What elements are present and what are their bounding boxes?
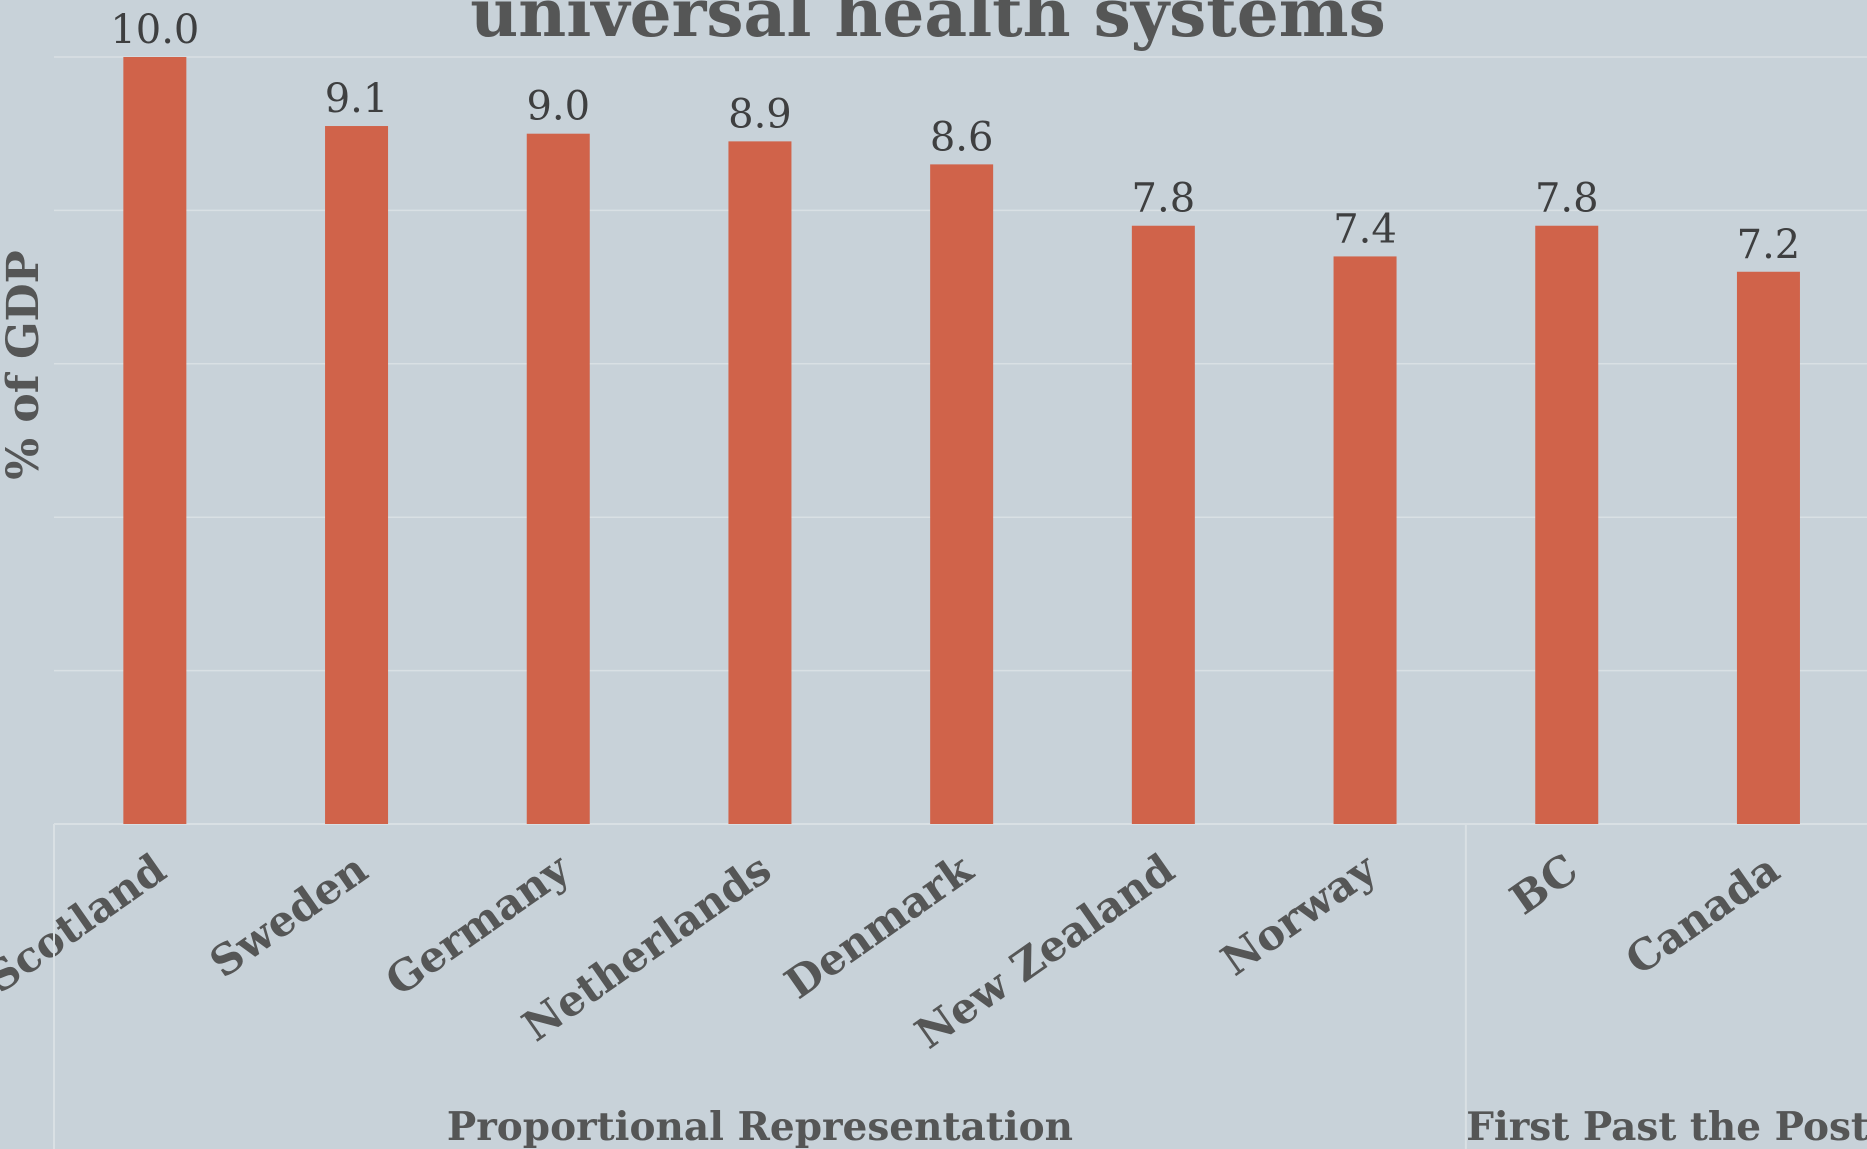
category-label: Denmark — [776, 844, 982, 1009]
bar-denmark — [930, 164, 994, 824]
data-label: 8.9 — [728, 91, 792, 137]
bar-germany — [526, 133, 590, 824]
data-label: 7.8 — [1132, 176, 1196, 222]
data-label: 9.1 — [325, 76, 389, 122]
category-label: Sweden — [201, 844, 376, 987]
category-label: Canada — [1617, 844, 1788, 985]
data-label: 7.8 — [1535, 176, 1599, 222]
data-label: 10.0 — [110, 7, 199, 53]
bars — [123, 57, 1800, 825]
data-label: 7.4 — [1333, 206, 1397, 252]
bar-bc — [1535, 225, 1599, 825]
data-label: 9.0 — [526, 84, 590, 130]
data-labels: 10.0 9.1 9.0 8.9 8.6 7.8 7.4 7.8 7.2 — [110, 7, 1800, 268]
category-label: Scotland — [0, 844, 175, 1003]
bar-new-zealand — [1131, 225, 1195, 825]
bar-canada — [1736, 271, 1800, 824]
category-label: Norway — [1212, 843, 1386, 985]
bar-netherlands — [728, 141, 792, 824]
group-label: Proportional Representation — [447, 1104, 1073, 1149]
bar-scotland — [123, 57, 187, 824]
data-label: 8.6 — [930, 114, 994, 160]
group-labels: Proportional Representation First Past th… — [53, 824, 1867, 1149]
category-label: BC — [1501, 844, 1586, 924]
y-axis-label: % of GDP — [0, 250, 49, 480]
data-label: 7.2 — [1737, 222, 1801, 268]
chart-title: universal health systems — [470, 0, 1386, 52]
category-label: Germany — [377, 843, 580, 1005]
group-label: First Past the Post — [1466, 1104, 1867, 1149]
bar-norway — [1333, 256, 1397, 824]
bar-sweden — [325, 126, 389, 824]
category-labels: Scotland Sweden GermanyNetherlandsDenmarkN… — [0, 843, 1788, 1058]
